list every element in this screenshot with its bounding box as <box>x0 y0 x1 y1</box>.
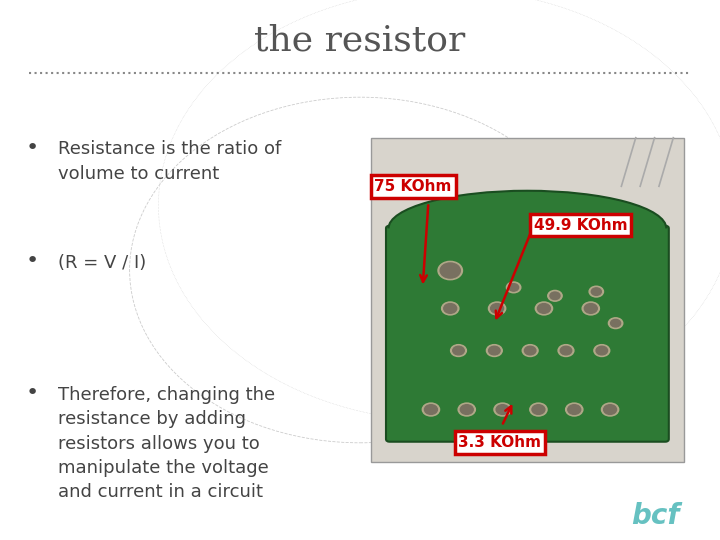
Circle shape <box>458 403 475 416</box>
Circle shape <box>589 286 603 297</box>
Text: 75 KOhm: 75 KOhm <box>374 179 451 194</box>
Circle shape <box>603 404 616 414</box>
Circle shape <box>550 292 560 300</box>
Circle shape <box>494 403 511 416</box>
Circle shape <box>524 346 536 355</box>
Circle shape <box>596 346 608 355</box>
Circle shape <box>441 302 459 315</box>
Circle shape <box>490 303 503 313</box>
Circle shape <box>496 404 509 414</box>
Circle shape <box>460 404 473 414</box>
Text: (R = V / I): (R = V / I) <box>58 254 146 272</box>
FancyBboxPatch shape <box>386 226 669 442</box>
Circle shape <box>537 303 550 313</box>
Circle shape <box>594 345 610 356</box>
Circle shape <box>451 345 467 356</box>
Circle shape <box>532 404 545 414</box>
Circle shape <box>453 346 464 355</box>
Circle shape <box>508 284 518 291</box>
Circle shape <box>440 263 460 278</box>
Text: bcf: bcf <box>631 502 680 530</box>
Circle shape <box>558 345 574 356</box>
Circle shape <box>601 403 618 416</box>
Circle shape <box>582 302 600 315</box>
Circle shape <box>438 261 462 280</box>
Circle shape <box>568 404 581 414</box>
Ellipse shape <box>390 192 665 265</box>
Circle shape <box>506 282 521 293</box>
Circle shape <box>535 302 552 315</box>
Text: •: • <box>26 383 39 403</box>
Circle shape <box>444 303 456 313</box>
Circle shape <box>585 303 598 313</box>
Text: •: • <box>26 138 39 158</box>
Circle shape <box>522 345 538 356</box>
Circle shape <box>423 403 440 416</box>
Circle shape <box>487 345 503 356</box>
Circle shape <box>608 318 623 328</box>
Text: the resistor: the resistor <box>254 24 466 57</box>
Circle shape <box>566 403 583 416</box>
Circle shape <box>425 404 438 414</box>
Circle shape <box>488 302 505 315</box>
Circle shape <box>548 291 562 301</box>
Text: Resistance is the ratio of
volume to current: Resistance is the ratio of volume to cur… <box>58 140 281 183</box>
Circle shape <box>530 403 547 416</box>
Circle shape <box>611 319 621 327</box>
Text: 3.3 KOhm: 3.3 KOhm <box>459 435 541 450</box>
Circle shape <box>591 288 601 295</box>
Circle shape <box>560 346 572 355</box>
Text: Therefore, changing the
resistance by adding
resistors allows you to
manipulate : Therefore, changing the resistance by ad… <box>58 386 275 501</box>
Circle shape <box>489 346 500 355</box>
FancyBboxPatch shape <box>371 138 684 462</box>
Text: •: • <box>26 251 39 271</box>
Text: 49.9 KOhm: 49.9 KOhm <box>534 218 627 233</box>
